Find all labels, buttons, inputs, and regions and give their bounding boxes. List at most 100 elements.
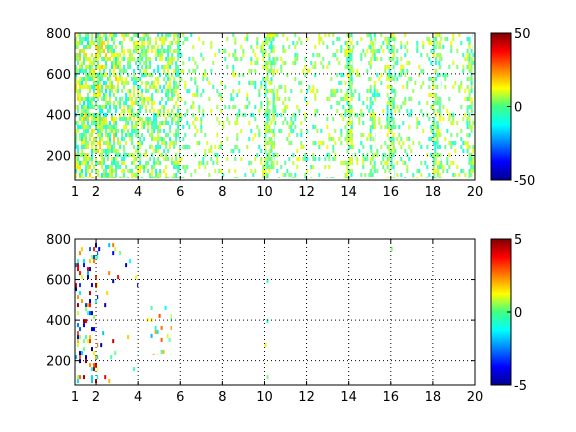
heat-cell [106,291,109,296]
heat-cell [182,41,185,45]
heat-cell [466,37,469,41]
heat-cell [99,145,101,149]
heat-cell [85,165,87,169]
heat-cell [115,53,117,57]
heat-cell [111,177,113,178]
heat-cell [173,161,176,165]
heat-cell [196,141,199,145]
heat-cell [101,73,103,77]
heat-cell [398,125,401,129]
heat-cell [141,57,144,61]
heat-cell [360,57,363,61]
heat-cell [446,37,449,41]
heat-cell [304,73,307,77]
heat-cell [274,133,275,137]
heat-cell [101,153,103,157]
heat-cell [95,169,97,173]
heat-cell [332,117,335,121]
heat-cell [452,113,455,117]
heat-cell [371,173,374,177]
heat-cell [163,105,166,109]
heat-cell [89,303,91,308]
heat-cell [115,89,117,93]
heat-cell [236,113,239,117]
heat-cell [272,113,275,117]
heat-cell [182,137,185,141]
heat-cell [145,81,148,85]
heat-cell [266,177,269,178]
heat-cell [252,81,255,85]
heat-cell [81,351,83,356]
heat-cell [264,89,267,93]
heat-cell [214,53,217,57]
heat-cell [360,109,363,113]
heat-cell [169,141,172,145]
heat-cell [115,125,117,129]
heat-cell [348,129,351,133]
heat-cell [196,89,199,93]
heat-cell [131,153,134,157]
heat-cell [302,145,305,149]
heat-cell [282,45,285,49]
heat-cell [117,137,120,141]
heat-cell [356,157,359,161]
heat-cell [81,49,83,53]
heat-cell [113,53,115,57]
heat-cell [468,157,471,161]
heat-cell [344,93,347,97]
heat-cell [186,165,189,169]
heat-cell [100,343,103,348]
heat-cell [344,125,347,129]
heat-cell [151,129,154,133]
heat-cell [99,73,101,77]
heat-cell [296,133,299,137]
heat-cell [332,93,335,97]
heat-cell [184,169,187,173]
heat-cell [115,73,117,77]
heat-cell [198,109,201,113]
heat-cell [145,61,148,65]
heat-cell [236,57,239,61]
heat-cell [149,145,152,149]
heat-cell [89,165,91,169]
heat-cell [270,89,273,93]
heat-cell [169,113,172,117]
heat-cell [154,325,157,330]
heat-cell [139,105,142,109]
heat-cell [318,37,321,41]
heat-cell [250,169,253,173]
heat-cell [147,169,150,173]
heat-cell [127,81,130,85]
heat-cell [81,173,83,177]
heat-cell [378,49,381,53]
heat-cell [77,129,79,133]
heat-cell [222,125,225,129]
heat-cell [340,45,343,49]
heat-cell [99,133,101,137]
heat-cell [458,85,461,89]
heat-cell [262,45,265,49]
heat-cell [137,93,140,97]
heat-cell [131,137,134,141]
heat-cell [75,133,77,137]
heat-cell [161,49,164,53]
heat-cell [87,125,89,129]
heat-cell [161,57,164,61]
heat-cell [346,93,349,97]
heat-cell [103,105,105,109]
heat-cell [371,53,374,57]
heat-cell [135,275,138,280]
heat-cell [111,165,113,169]
heat-cell [151,125,154,129]
heat-cell [290,89,293,93]
heat-cell [392,65,395,69]
heat-cell [200,93,203,97]
heat-cell [141,133,144,137]
heat-cell [460,81,463,85]
heat-cell [406,61,409,65]
heat-cell [123,81,126,85]
heat-cell [155,37,158,41]
heat-cell [159,85,162,89]
heat-cell [392,77,395,81]
